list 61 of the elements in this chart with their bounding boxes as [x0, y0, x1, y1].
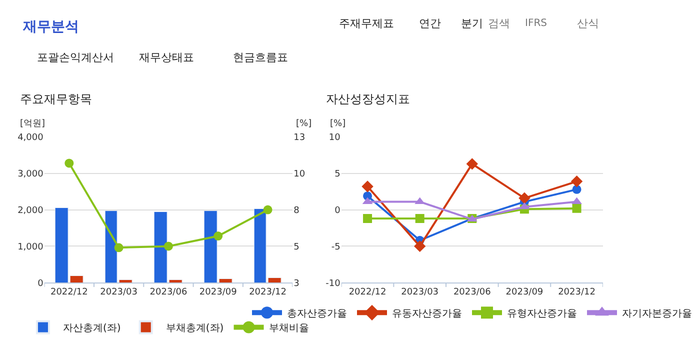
- text: 산식: [577, 17, 599, 30]
- chart-title: 자산성장성지표: [326, 92, 410, 106]
- legend-label: 유동자산증가율: [392, 308, 462, 320]
- text: 포괄손익계산서: [37, 51, 114, 64]
- y-tick-label: -10: [326, 278, 341, 289]
- text: 검색: [488, 17, 510, 30]
- legend-label: 총자산증가율: [287, 308, 347, 320]
- point: [518, 192, 530, 204]
- legend-label: 유형자산증가율: [507, 308, 577, 320]
- y-tick-label: 3,000: [18, 170, 44, 180]
- point: [414, 240, 426, 252]
- y-tick-label: 0: [334, 206, 341, 216]
- x-tick-label: 2023/06: [150, 287, 188, 298]
- point: [64, 158, 74, 168]
- y-axis-title: [억원]: [20, 119, 46, 129]
- y2-axis-title: [%]: [296, 119, 312, 129]
- chart-title: 주요재무항목: [20, 92, 92, 106]
- y2-tick-label: 8: [294, 206, 300, 216]
- x-tick-label: 2023/03: [100, 287, 138, 298]
- y-tick-label: 0: [38, 278, 44, 289]
- text: 분기: [461, 17, 483, 30]
- y-tick-label: 1,000: [18, 242, 44, 252]
- text: 주재무제표: [339, 17, 394, 30]
- point: [363, 214, 372, 224]
- x-tick-label: 2023/03: [401, 287, 439, 298]
- legend-label: 부채비율: [268, 323, 309, 334]
- text: 현금흐름표: [233, 51, 288, 64]
- point: [214, 232, 223, 241]
- text: 재무분석: [22, 19, 79, 35]
- legend-label: 부채총계(좌): [166, 323, 224, 334]
- point: [415, 214, 424, 224]
- text: 연간: [419, 17, 441, 30]
- y-tick-label: -5: [331, 242, 340, 252]
- x-tick-label: 2022/12: [50, 287, 88, 298]
- text: 재무상태표: [139, 51, 194, 64]
- x-tick-label: 2023/12: [558, 287, 596, 298]
- point: [572, 204, 582, 213]
- y-tick-label: 10: [328, 133, 341, 144]
- point: [466, 158, 478, 170]
- y2-tick-label: 3: [294, 278, 300, 289]
- x-tick-label: 2023/06: [453, 287, 492, 298]
- x-tick-label: 2023/09: [199, 287, 238, 298]
- point: [570, 176, 583, 188]
- legend-label: 자기자본증가율: [622, 308, 692, 320]
- point: [572, 197, 582, 204]
- x-tick-label: 2022/12: [348, 287, 386, 298]
- y2-tick-label: 5: [294, 242, 300, 252]
- x-tick-label: 2023/12: [249, 287, 286, 298]
- point: [263, 205, 272, 214]
- point: [114, 243, 124, 252]
- y-tick-label: 5: [334, 170, 340, 180]
- legend-label: 자산총계(좌): [62, 323, 121, 334]
- point: [362, 180, 374, 192]
- x-tick-label: 2023/09: [506, 287, 544, 298]
- y2-tick-label: 10: [294, 170, 306, 180]
- y2-tick-label: 13: [294, 133, 306, 144]
- point: [164, 242, 173, 251]
- text: IFRS: [525, 18, 547, 29]
- y-tick-label: 4,000: [18, 133, 44, 144]
- y-tick-label: 2,000: [18, 206, 44, 216]
- y-axis-title: [%]: [330, 119, 346, 129]
